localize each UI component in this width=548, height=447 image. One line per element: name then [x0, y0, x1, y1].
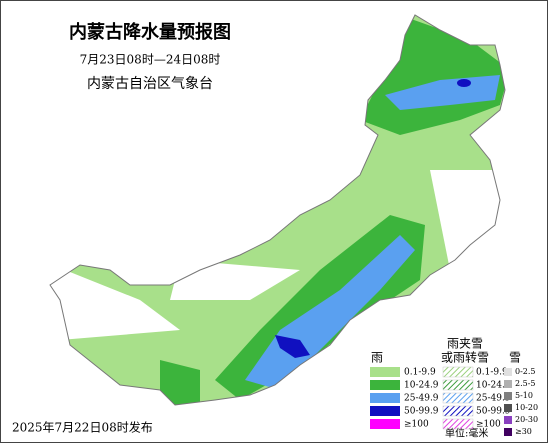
legend-label: ≥30: [515, 427, 532, 436]
legend-swatch: [442, 418, 474, 430]
legend-swatch: [442, 405, 474, 417]
legend-swatch: [370, 419, 400, 429]
legend-label: 10-24.9: [476, 381, 511, 391]
legend-label: 20-30: [515, 415, 538, 424]
legend-label: 50-99.9: [404, 407, 439, 417]
legend-mixed-title: 或雨转雪: [441, 350, 489, 365]
legend-swatch: [370, 367, 400, 377]
legend-rain-title: 雨: [371, 351, 383, 365]
legend-mixed-title: 雨夹雪: [447, 337, 483, 351]
legend-label: 10-24.9: [404, 381, 439, 391]
legend-swatch: [370, 380, 400, 390]
legend-label: 2.5-5: [515, 379, 536, 388]
legend-swatch: [504, 428, 512, 436]
legend-swatch: [370, 406, 400, 416]
legend-label: ≥100: [404, 420, 429, 430]
legend-label: 5-10: [515, 391, 533, 400]
legend-swatch: [504, 416, 512, 424]
legend-label: 10-20: [515, 403, 538, 412]
issuer: 内蒙古自治区气象台: [87, 76, 213, 92]
legend-label: 0.1-9.9: [476, 368, 508, 378]
issued-time: 2025年7月22日08时发布: [12, 420, 153, 435]
legend-swatch: [442, 379, 474, 391]
legend-label: 25-49.9: [476, 394, 511, 404]
legend: 0.1-9.9 10-24.9 25-49.9 50-99.9 ≥100 0.1-9.9 1…: [370, 366, 538, 436]
legend-swatch: [504, 404, 512, 412]
legend-swatch: [504, 392, 512, 400]
legend-label: 0.1-9.9: [404, 368, 436, 378]
legend-swatch: [442, 392, 474, 404]
title: 内蒙古降水量预报图: [69, 21, 231, 43]
legend-label: 25-49.9: [404, 394, 439, 404]
legend-label: 0-2.5: [515, 367, 536, 376]
legend-swatch: [504, 380, 512, 388]
legend-swatch: [504, 368, 512, 376]
region-outline: [49, 14, 506, 406]
legend-snow-title: 雪: [509, 351, 521, 365]
legend-label: ≥100: [476, 420, 501, 430]
legend-label: 50-99.9: [476, 407, 511, 417]
period: 7月23日08时—24日08时: [80, 53, 221, 67]
legend-unit: 单位:毫米: [445, 427, 488, 440]
legend-swatch: [370, 393, 400, 403]
legend-swatch: [442, 366, 474, 378]
